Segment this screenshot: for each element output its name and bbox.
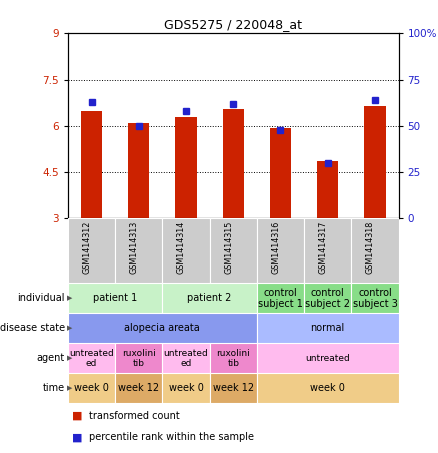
Text: alopecia areata: alopecia areata [124,323,200,333]
Bar [162,373,210,404]
Text: patient 2: patient 2 [187,294,232,304]
Bar [68,218,115,284]
Text: GSM1414316: GSM1414316 [272,221,280,275]
Bar [257,313,399,343]
Bar [175,117,197,218]
Bar [270,127,291,218]
Text: week 0: week 0 [74,384,109,394]
Text: disease state: disease state [0,323,65,333]
Text: GSM1414313: GSM1414313 [130,221,139,275]
Bar [68,343,115,373]
Text: individual: individual [18,294,65,304]
Title: GDS5275 / 220048_at: GDS5275 / 220048_at [164,18,302,31]
Text: week 0: week 0 [169,384,203,394]
Text: ■: ■ [72,432,83,442]
Bar [257,284,304,313]
Text: GSM1414317: GSM1414317 [319,221,328,275]
Bar [128,123,149,218]
Text: ▶: ▶ [67,295,72,301]
Bar [210,373,257,404]
Text: ▶: ▶ [67,325,72,332]
Text: GSM1414314: GSM1414314 [177,221,186,275]
Text: control
subject 3: control subject 3 [353,288,397,309]
Bar [304,284,351,313]
Bar [81,111,102,218]
Text: control
subject 1: control subject 1 [258,288,303,309]
Bar [364,106,385,218]
Bar [68,284,162,313]
Bar [317,161,338,218]
Bar [162,284,257,313]
Bar [223,109,244,218]
Text: week 12: week 12 [213,384,254,394]
Text: untreated
ed: untreated ed [69,349,114,368]
Bar [257,373,399,404]
Bar [210,343,257,373]
Text: normal: normal [311,323,345,333]
Text: GSM1414312: GSM1414312 [82,221,92,275]
Text: week 0: week 0 [310,384,345,394]
Bar [304,218,351,284]
Text: week 12: week 12 [118,384,159,394]
Text: control
subject 2: control subject 2 [305,288,350,309]
Text: GSM1414315: GSM1414315 [224,221,233,275]
Bar [162,343,210,373]
Bar [351,218,399,284]
Text: transformed count: transformed count [89,411,180,421]
Bar [68,313,257,343]
Text: ▶: ▶ [67,386,72,391]
Text: ruxolini
tib: ruxolini tib [122,349,155,368]
Bar [257,218,304,284]
Text: time: time [42,384,65,394]
Bar [115,343,162,373]
Bar [115,218,162,284]
Bar [115,373,162,404]
Bar [68,373,115,404]
Bar [351,284,399,313]
Text: ■: ■ [72,411,83,421]
Bar [210,218,257,284]
Text: agent: agent [37,353,65,363]
Text: untreated
ed: untreated ed [164,349,208,368]
Text: untreated: untreated [305,354,350,363]
Text: ▶: ▶ [67,356,72,361]
Text: GSM1414318: GSM1414318 [366,221,375,275]
Text: ruxolini
tib: ruxolini tib [216,349,250,368]
Text: percentile rank within the sample: percentile rank within the sample [89,432,254,442]
Bar [257,343,399,373]
Bar [162,218,210,284]
Text: patient 1: patient 1 [93,294,137,304]
